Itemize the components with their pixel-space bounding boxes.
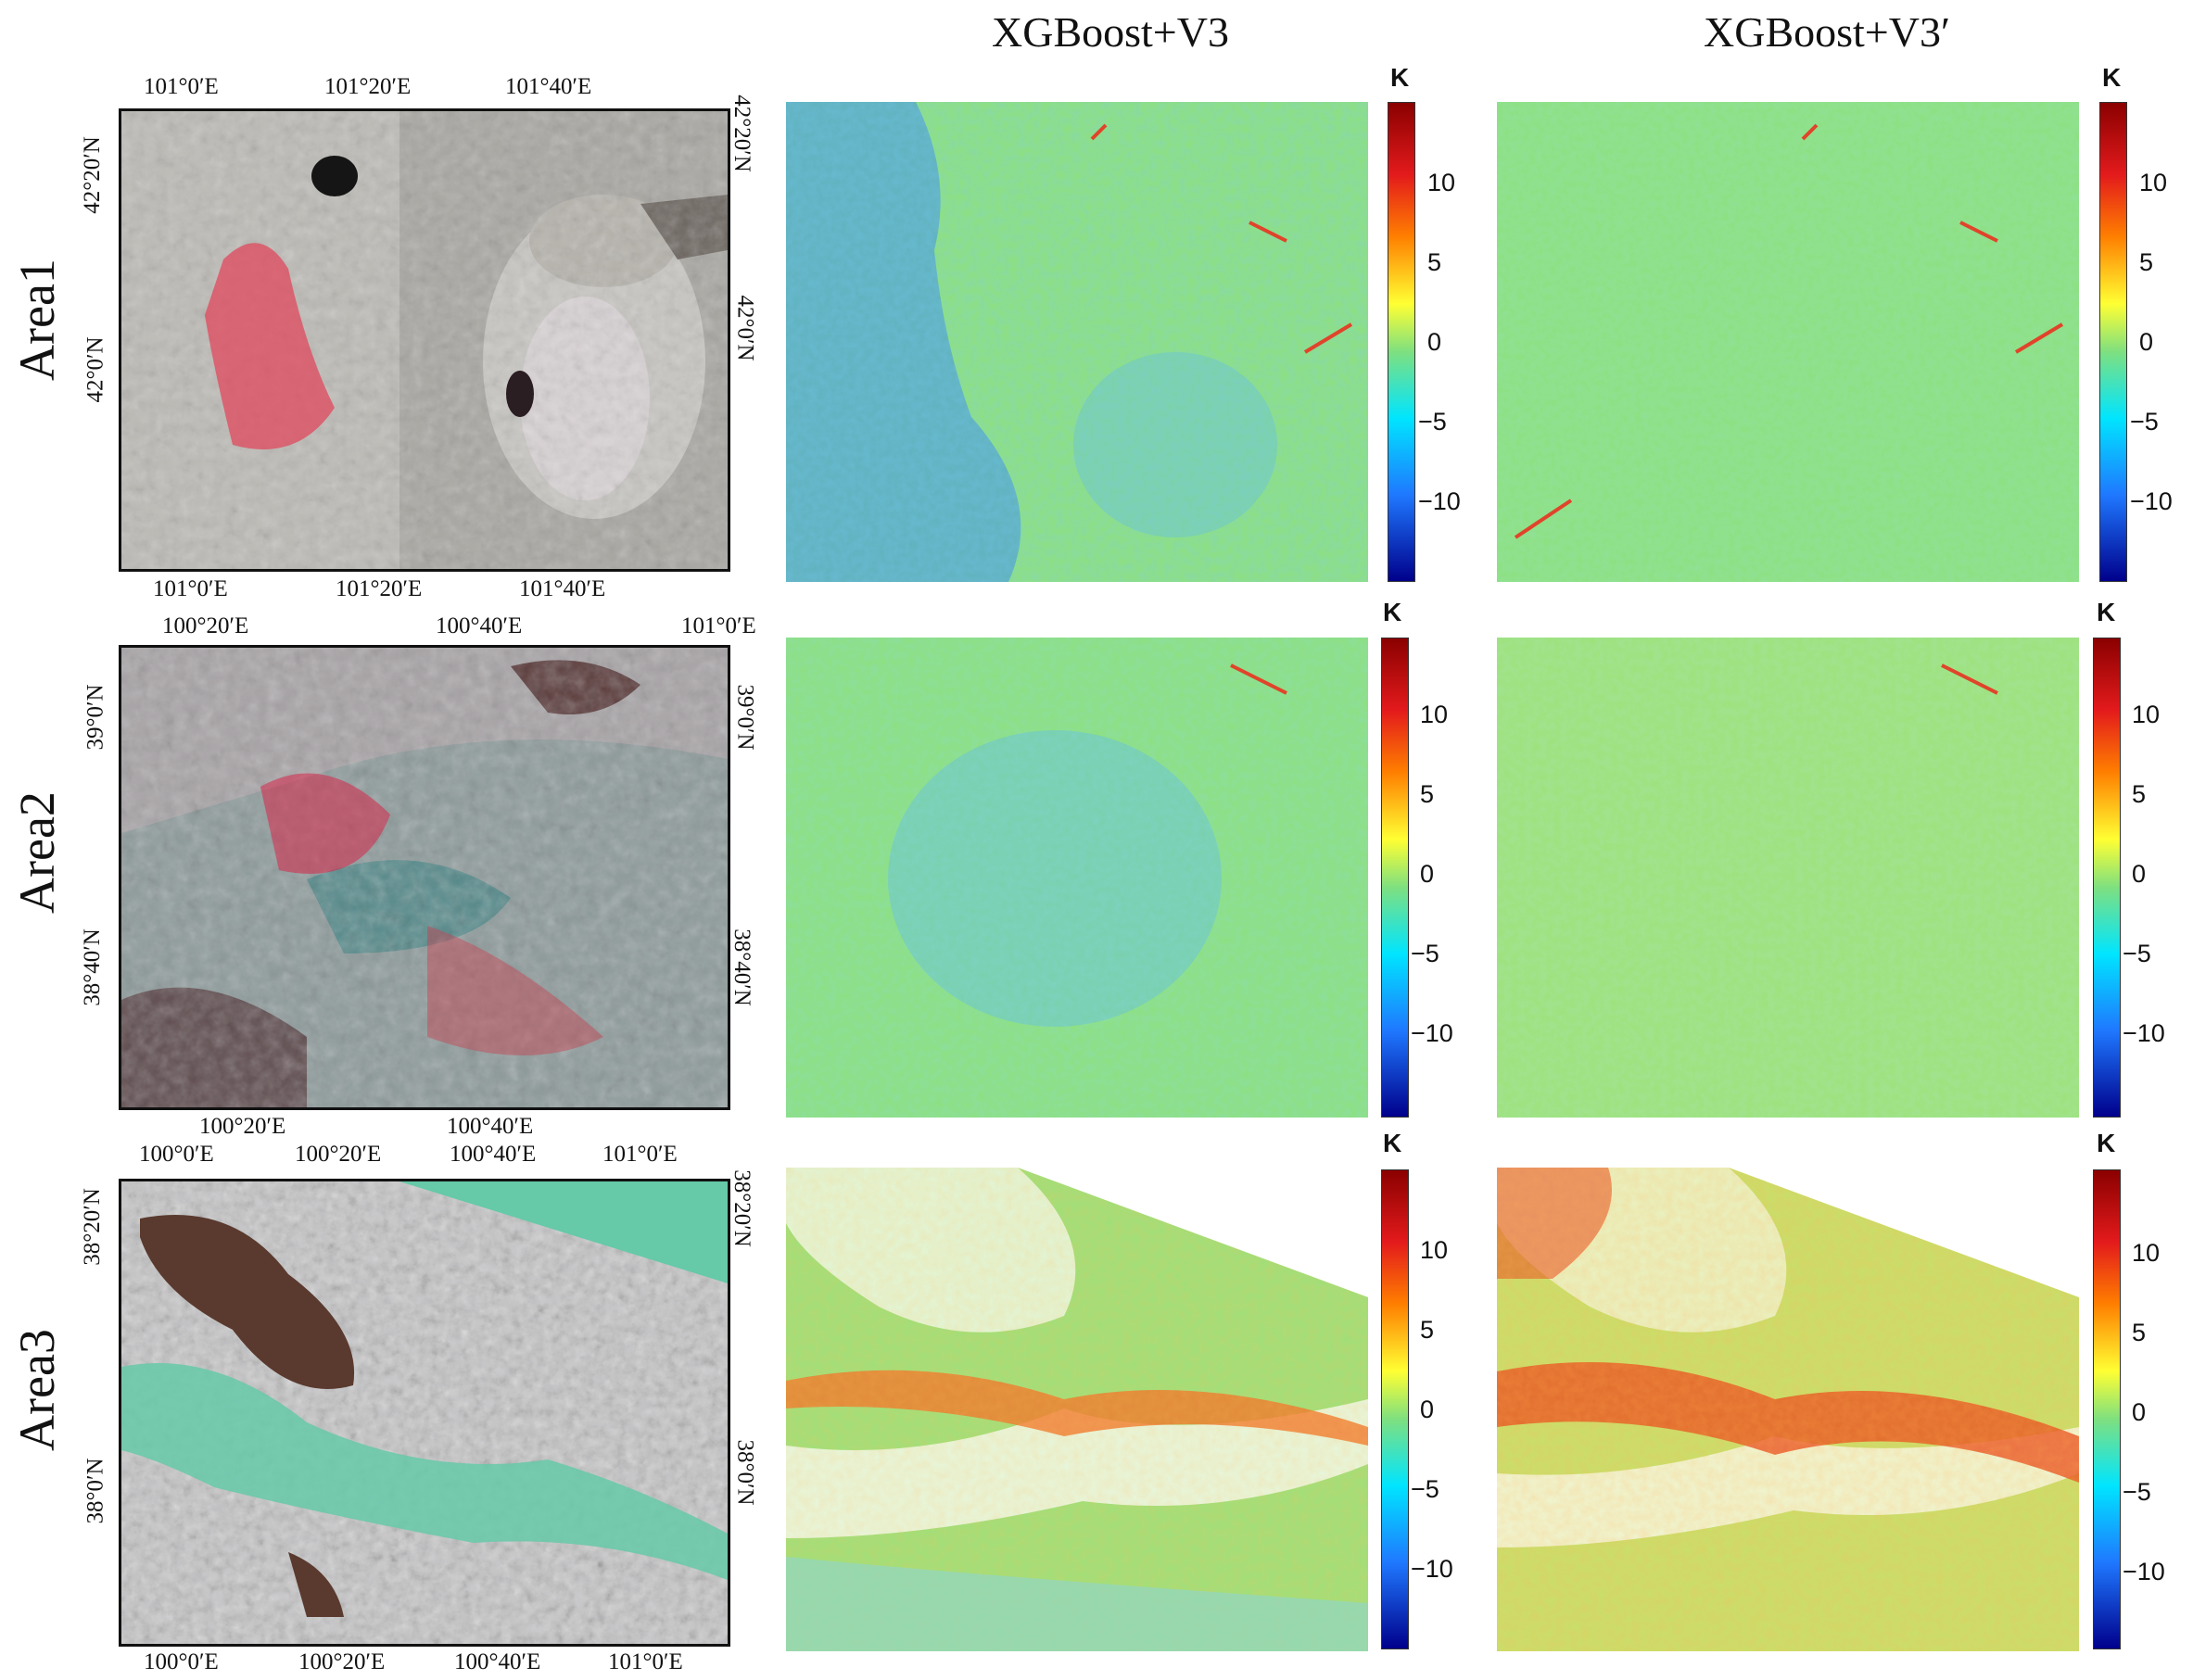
area3-top-tick: 100°40′E	[450, 1142, 537, 1167]
area2-cb-v3-tick: 0	[1420, 860, 1435, 888]
area1-error-map-xgboost-v3	[786, 102, 1368, 582]
area3-right-tick: 38°0′N	[732, 1439, 758, 1506]
area1-left-tick: 42°20′N	[79, 136, 105, 214]
area1-cb-v3p-tick: 5	[2139, 248, 2154, 276]
area1-satellite-image	[119, 108, 730, 572]
area2-cb-v3-tick: 5	[1420, 780, 1435, 808]
row-label-area2: Area2	[9, 791, 65, 914]
area1-bottom-tick: 101°40′E	[519, 576, 606, 601]
row-label-area1: Area1	[9, 259, 65, 381]
area3-colorbar-v3-prime-unit: K	[2097, 1129, 2116, 1157]
area3-left-tick: 38°0′N	[82, 1458, 108, 1524]
area1-cb-v3p-tick: 10	[2139, 169, 2168, 196]
area3-right-tick: 38°20′N	[729, 1169, 754, 1247]
area3-cb-v3-tick: 10	[1420, 1236, 1449, 1264]
area2-satellite-image	[119, 645, 730, 1110]
area2-error-map-xgboost-v3	[786, 638, 1368, 1118]
area2-colorbar-v3	[1381, 638, 1409, 1118]
column-title-xgboost-v3-prime: XGBoost+V3′	[1704, 8, 1951, 56]
area2-cb-v3p-tick: 5	[2132, 780, 2147, 808]
area3-cb-v3p-tick: −10	[2123, 1558, 2165, 1585]
area1-error-map-xgboost-v3-prime	[1497, 102, 2079, 582]
area2-cb-v3p-tick: 0	[2132, 860, 2147, 888]
area1-bottom-tick: 101°0′E	[153, 576, 228, 601]
area1-cb-v3-tick: 10	[1427, 169, 1456, 196]
area3-satellite-image	[119, 1179, 730, 1647]
area2-top-tick: 100°40′E	[436, 613, 523, 638]
area2-left-tick: 38°40′N	[79, 928, 105, 1006]
column-title-xgboost-v3: XGBoost+V3	[992, 8, 1229, 56]
area1-right-tick: 42°20′N	[729, 95, 754, 172]
area3-top-tick: 100°0′E	[139, 1142, 214, 1167]
area1-left-tick: 42°0′N	[82, 336, 108, 403]
area3-error-map-xgboost-v3-prime	[1497, 1168, 2079, 1651]
area3-cb-v3-tick: −5	[1411, 1475, 1439, 1503]
area1-top-tick: 101°40′E	[505, 74, 592, 99]
area3-colorbar-v3-unit: K	[1383, 1129, 1402, 1157]
area2-cb-v3p-tick: −5	[2123, 940, 2151, 967]
area2-colorbar-v3-unit: K	[1383, 598, 1402, 626]
area1-colorbar-v3-prime-unit: K	[2102, 63, 2122, 92]
area2-top-tick: 101°0′E	[681, 613, 756, 638]
area1-cb-v3-tick: 0	[1427, 328, 1442, 356]
area2-left-tick: 39°0′N	[82, 684, 108, 751]
area2-right-tick: 38°40′N	[729, 928, 754, 1006]
area1-colorbar-v3-unit: K	[1390, 63, 1410, 92]
area2-cb-v3p-tick: 10	[2132, 701, 2161, 728]
row-label-area3: Area3	[9, 1329, 65, 1451]
area2-top-tick: 100°20′E	[162, 613, 249, 638]
area2-colorbar-v3-prime	[2093, 638, 2121, 1118]
area3-cb-v3-tick: −10	[1411, 1555, 1453, 1583]
area2-colorbar-v3-prime-unit: K	[2097, 598, 2116, 626]
area1-cb-v3p-tick: 0	[2139, 328, 2154, 356]
area3-bottom-tick: 100°20′E	[298, 1649, 386, 1674]
area1-cb-v3p-tick: −5	[2130, 408, 2159, 436]
area2-cb-v3-tick: −5	[1411, 940, 1439, 967]
area3-cb-v3-tick: 5	[1420, 1316, 1435, 1344]
area1-bottom-tick: 101°20′E	[336, 576, 423, 601]
area1-cb-v3-tick: −10	[1418, 487, 1461, 515]
area3-colorbar-v3-prime	[2093, 1169, 2121, 1649]
area3-top-tick: 100°20′E	[295, 1142, 382, 1167]
area2-error-map-xgboost-v3-prime	[1497, 638, 2079, 1118]
area2-bottom-tick: 100°20′E	[199, 1114, 286, 1139]
area1-cb-v3p-tick: −10	[2130, 487, 2173, 515]
area1-colorbar-v3	[1388, 102, 1415, 582]
area1-cb-v3-tick: 5	[1427, 248, 1442, 276]
area1-top-tick: 101°20′E	[324, 74, 412, 99]
area3-cb-v3p-tick: −5	[2123, 1478, 2151, 1506]
area2-cb-v3-tick: −10	[1411, 1019, 1453, 1047]
area3-cb-v3p-tick: 5	[2132, 1319, 2147, 1346]
area3-left-tick: 38°20′N	[79, 1188, 105, 1266]
area2-right-tick: 39°0′N	[732, 684, 758, 751]
area3-error-map-xgboost-v3	[786, 1168, 1368, 1651]
area3-top-tick: 101°0′E	[602, 1142, 678, 1167]
area3-colorbar-v3	[1381, 1169, 1409, 1649]
area3-bottom-tick: 100°40′E	[454, 1649, 541, 1674]
area3-bottom-tick: 101°0′E	[608, 1649, 683, 1674]
area1-right-tick: 42°0′N	[732, 295, 758, 361]
area2-cb-v3p-tick: −10	[2123, 1019, 2165, 1047]
area3-cb-v3p-tick: 10	[2132, 1239, 2161, 1267]
area2-cb-v3-tick: 10	[1420, 701, 1449, 728]
area3-cb-v3-tick: 0	[1420, 1396, 1435, 1423]
area2-bottom-tick: 100°40′E	[447, 1114, 534, 1139]
area1-top-tick: 101°0′E	[144, 74, 219, 99]
area3-cb-v3p-tick: 0	[2132, 1398, 2147, 1426]
area1-cb-v3-tick: −5	[1418, 408, 1447, 436]
area3-bottom-tick: 100°0′E	[144, 1649, 219, 1674]
area1-colorbar-v3-prime	[2099, 102, 2127, 582]
